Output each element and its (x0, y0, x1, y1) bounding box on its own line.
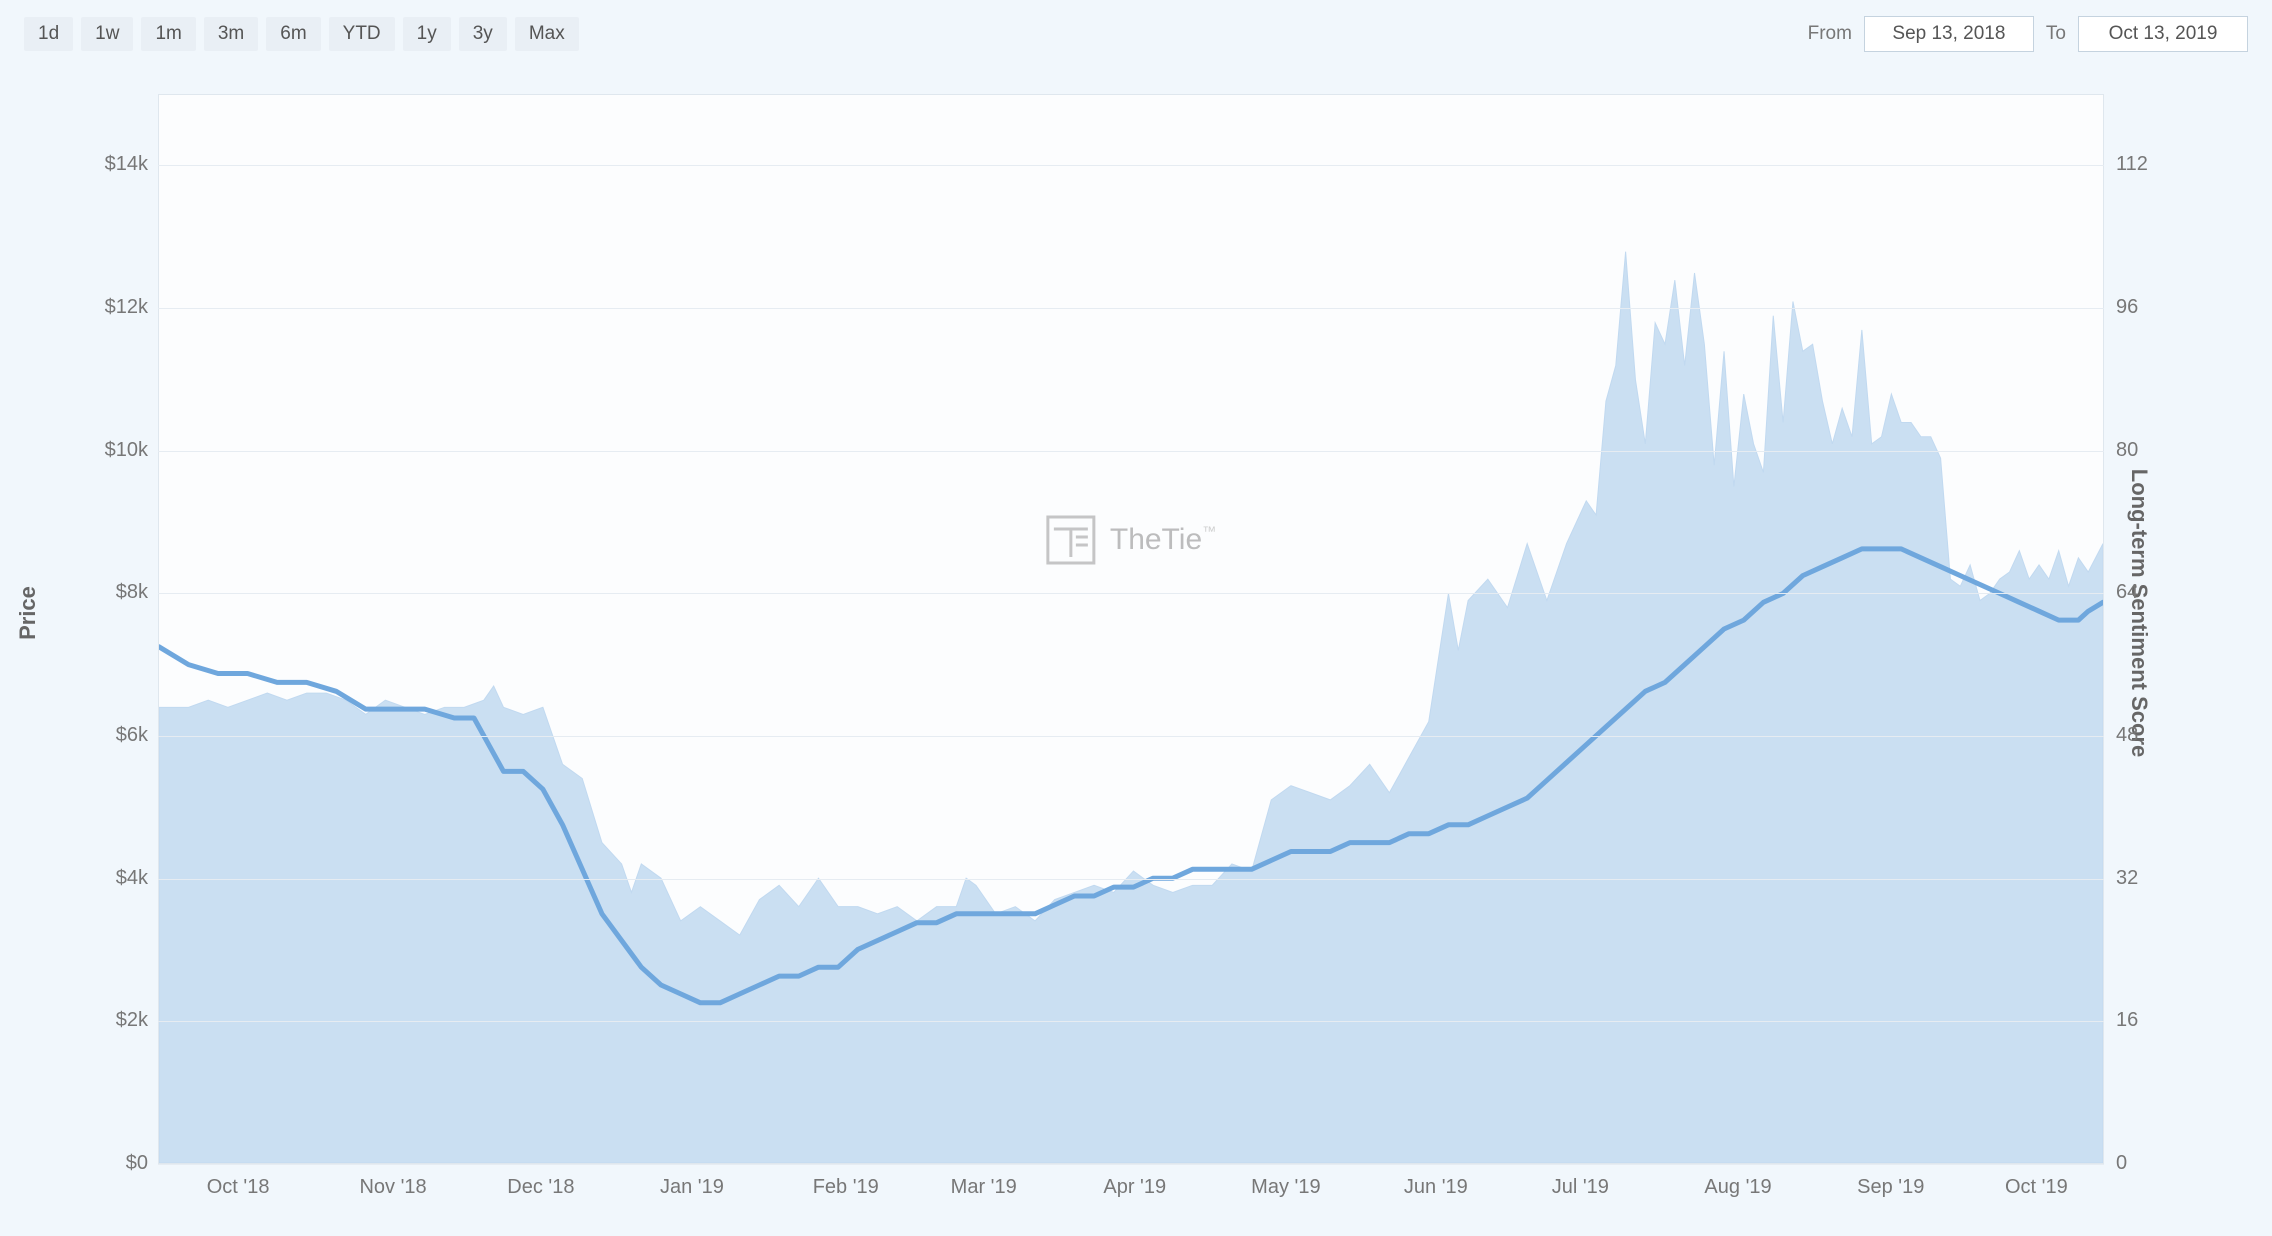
x-tick-label: May '19 (1251, 1176, 1320, 1199)
y-right-tick-label: 0 (2116, 1152, 2127, 1175)
gridline-h (158, 879, 2104, 880)
range-button-6m[interactable]: 6m (266, 17, 320, 51)
y-right-tick-label: 112 (2116, 153, 2148, 176)
x-tick-label: Apr '19 (1103, 1176, 1166, 1199)
x-tick-label: Aug '19 (1704, 1176, 1771, 1199)
x-tick-label: Sep '19 (1857, 1176, 1924, 1199)
chart-svg (159, 95, 2103, 1163)
range-button-3m[interactable]: 3m (204, 17, 258, 51)
range-button-1d[interactable]: 1d (24, 17, 73, 51)
range-button-1y[interactable]: 1y (403, 17, 451, 51)
y-right-tick-label: 96 (2116, 296, 2138, 319)
range-button-3y[interactable]: 3y (459, 17, 507, 51)
y-left-tick-label: $10k (105, 439, 148, 462)
price-area-series (159, 252, 2103, 1163)
range-button-1m[interactable]: 1m (141, 17, 195, 51)
from-date-input[interactable] (1864, 16, 2034, 52)
gridline-h (158, 593, 2104, 594)
range-button-max[interactable]: Max (515, 17, 579, 51)
range-button-group: 1d1w1m 3m6m YTD1y3yMax (24, 17, 579, 51)
y-left-axis-label: Price (15, 586, 41, 640)
x-tick-label: Oct '19 (2005, 1176, 2068, 1199)
y-right-tick-label: 64 (2116, 581, 2138, 604)
from-label: From (1808, 23, 1852, 45)
y-left-tick-label: $2k (116, 1009, 148, 1032)
x-tick-label: Mar '19 (951, 1176, 1017, 1199)
x-tick-label: Jun '19 (1404, 1176, 1468, 1199)
y-right-tick-label: 80 (2116, 439, 2138, 462)
y-right-tick-label: 32 (2116, 867, 2138, 890)
to-date-input[interactable] (2078, 16, 2248, 52)
y-left-tick-label: $8k (116, 581, 148, 604)
chart-plot-area[interactable]: TheTie™ (158, 94, 2104, 1164)
gridline-h (158, 736, 2104, 737)
gridline-h (158, 308, 2104, 309)
x-tick-label: Nov '18 (359, 1176, 426, 1199)
y-left-tick-label: $6k (116, 724, 148, 747)
x-tick-label: Feb '19 (813, 1176, 879, 1199)
range-button-1w[interactable]: 1w (81, 17, 133, 51)
x-tick-label: Jan '19 (660, 1176, 724, 1199)
range-button-ytd[interactable]: YTD (329, 17, 395, 51)
y-left-tick-label: $14k (105, 153, 148, 176)
x-tick-label: Oct '18 (207, 1176, 270, 1199)
y-right-axis-label: Long-term Sentiment Score (2126, 469, 2152, 757)
y-right-tick-label: 48 (2116, 724, 2138, 747)
gridline-h (158, 451, 2104, 452)
y-right-tick-label: 16 (2116, 1009, 2138, 1032)
x-tick-label: Dec '18 (507, 1176, 574, 1199)
y-left-tick-label: $4k (116, 867, 148, 890)
to-label: To (2046, 23, 2066, 45)
gridline-h (158, 1021, 2104, 1022)
y-left-tick-label: $0 (126, 1152, 148, 1175)
y-left-tick-label: $12k (105, 296, 148, 319)
date-range-group: From To (1808, 16, 2248, 52)
x-tick-label: Jul '19 (1552, 1176, 1609, 1199)
chart-toolbar: 1d1w1m 3m6m YTD1y3yMax From To (18, 10, 2254, 58)
gridline-h (158, 165, 2104, 166)
gridline-h (158, 1164, 2104, 1165)
